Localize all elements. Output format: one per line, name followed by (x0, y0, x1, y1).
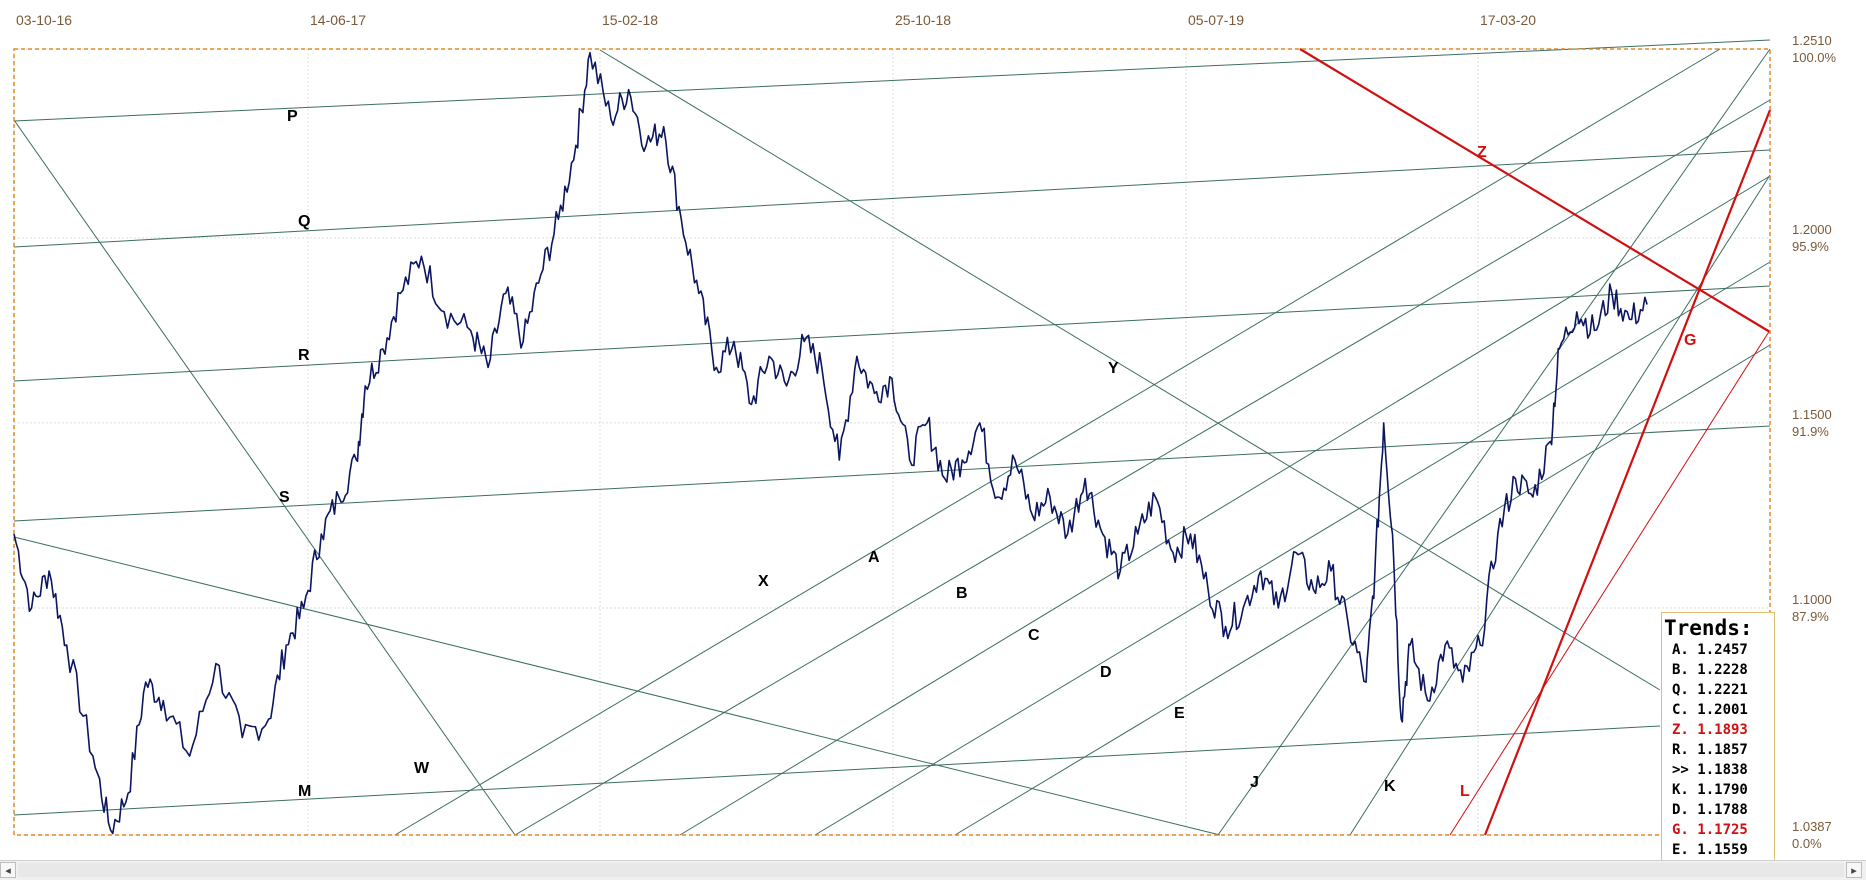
y-tick-percent: 100.0% (1792, 50, 1837, 65)
y-tick-price: 1.2510 (1792, 33, 1832, 48)
trend-line (13, 536, 1221, 836)
y-tick-percent: 0.0% (1792, 836, 1822, 851)
legend-entries: A. 1.2457 B. 1.2228 Q. 1.2221 C. 1.2001 Z. 1… (1662, 640, 1774, 860)
x-tick-label: 05-07-19 (1188, 12, 1244, 28)
trend-lines (13, 39, 1772, 836)
trend-label-k: K (1384, 778, 1396, 795)
trend-line (13, 425, 1771, 522)
y-tick-price: 1.2000 (1792, 222, 1832, 237)
trend-line (1217, 48, 1771, 836)
legend-entry: A. 1.2457 (1672, 642, 1748, 658)
price-series (13, 51, 1648, 835)
trend-line (679, 175, 1771, 836)
trend-label-d: D (1100, 664, 1112, 681)
y-tick-percent: 91.9% (1792, 424, 1829, 439)
y-tick-price: 1.1000 (1792, 592, 1832, 607)
trend-line (514, 99, 1771, 836)
trend-label-w: W (414, 760, 430, 777)
trend-line (954, 344, 1771, 836)
legend-entry: >> 1.1838 (1672, 762, 1748, 778)
plot-area-border (13, 48, 1771, 836)
legend-entry: Z. 1.1893 (1672, 722, 1748, 738)
trend-line (814, 261, 1771, 836)
trend-line (13, 39, 1771, 122)
scroll-right-button[interactable]: ▸ (1846, 862, 1862, 878)
trend-line (13, 119, 516, 836)
trend-label-c: C (1028, 627, 1040, 644)
trend-line (1483, 109, 1772, 836)
x-tick-label: 03-10-16 (16, 12, 72, 28)
legend-title: Trends: (1664, 616, 1753, 640)
price-line (13, 51, 1648, 835)
trend-line (1449, 329, 1771, 836)
trend-line (13, 725, 1661, 816)
y-tick-price: 1.0387 (1792, 819, 1832, 834)
trend-label-g: G (1684, 332, 1696, 349)
price-chart: 03-10-16 14-06-17 15-02-18 25-10-18 05-07-19… (13, 12, 1837, 851)
y-tick-percent: 87.9% (1792, 609, 1829, 624)
trend-label-x: X (758, 573, 769, 590)
x-tick-label: 17-03-20 (1480, 12, 1536, 28)
scroll-left-button[interactable]: ◂ (0, 862, 16, 878)
trend-label-m: M (298, 783, 311, 800)
trend-label-p: P (287, 108, 298, 125)
trend-label-j: J (1250, 774, 1259, 791)
y-axis-tick-labels: 1.2510 100.0% 1.2000 95.9% 1.1500 91.9% 1.1000… (1792, 33, 1837, 851)
legend-entry: D. 1.1788 (1672, 802, 1748, 818)
trend-line (13, 149, 1771, 248)
legend-entry: R. 1.1857 (1672, 742, 1748, 758)
x-axis-tick-labels: 03-10-16 14-06-17 15-02-18 25-10-18 05-07-19… (16, 12, 1536, 28)
trend-label-l: L (1460, 783, 1470, 800)
horizontal-scrollbar[interactable]: ◂ ▸ (0, 860, 1866, 880)
y-tick-price: 1.1500 (1792, 407, 1832, 422)
x-tick-label: 14-06-17 (310, 12, 366, 28)
trends-legend: Trends: A. 1.2457 B. 1.2228 Q. 1.2221 C. 1.… (1661, 612, 1775, 862)
trend-line-labels: P Q R S M W X A B C D E Y Z G J K L (279, 108, 1696, 800)
trend-line (1299, 48, 1771, 333)
trend-line (599, 49, 1661, 691)
legend-entry: G. 1.1725 (1672, 822, 1748, 838)
trend-label-s: S (279, 489, 290, 506)
legend-entry: E. 1.1559 (1672, 842, 1748, 858)
legend-entry: K. 1.1790 (1672, 782, 1748, 798)
trend-line (1349, 174, 1771, 836)
x-tick-label: 15-02-18 (602, 12, 658, 28)
trend-label-b: B (956, 585, 968, 602)
trend-label-y: Y (1108, 360, 1119, 377)
trend-line (13, 285, 1771, 382)
legend-entry: B. 1.2228 (1672, 662, 1748, 678)
legend-entry: C. 1.2001 (1672, 702, 1748, 718)
trend-label-q: Q (298, 213, 310, 230)
legend-entry: Q. 1.2221 (1672, 682, 1748, 698)
y-tick-percent: 95.9% (1792, 239, 1829, 254)
scroll-track[interactable] (18, 863, 1844, 877)
trend-label-z: Z (1477, 144, 1487, 161)
trend-line (394, 48, 1721, 836)
trend-label-r: R (298, 347, 310, 364)
chart-grid (13, 48, 1770, 836)
x-tick-label: 25-10-18 (895, 12, 951, 28)
trend-label-e: E (1174, 705, 1185, 722)
trend-label-a: A (868, 549, 880, 566)
